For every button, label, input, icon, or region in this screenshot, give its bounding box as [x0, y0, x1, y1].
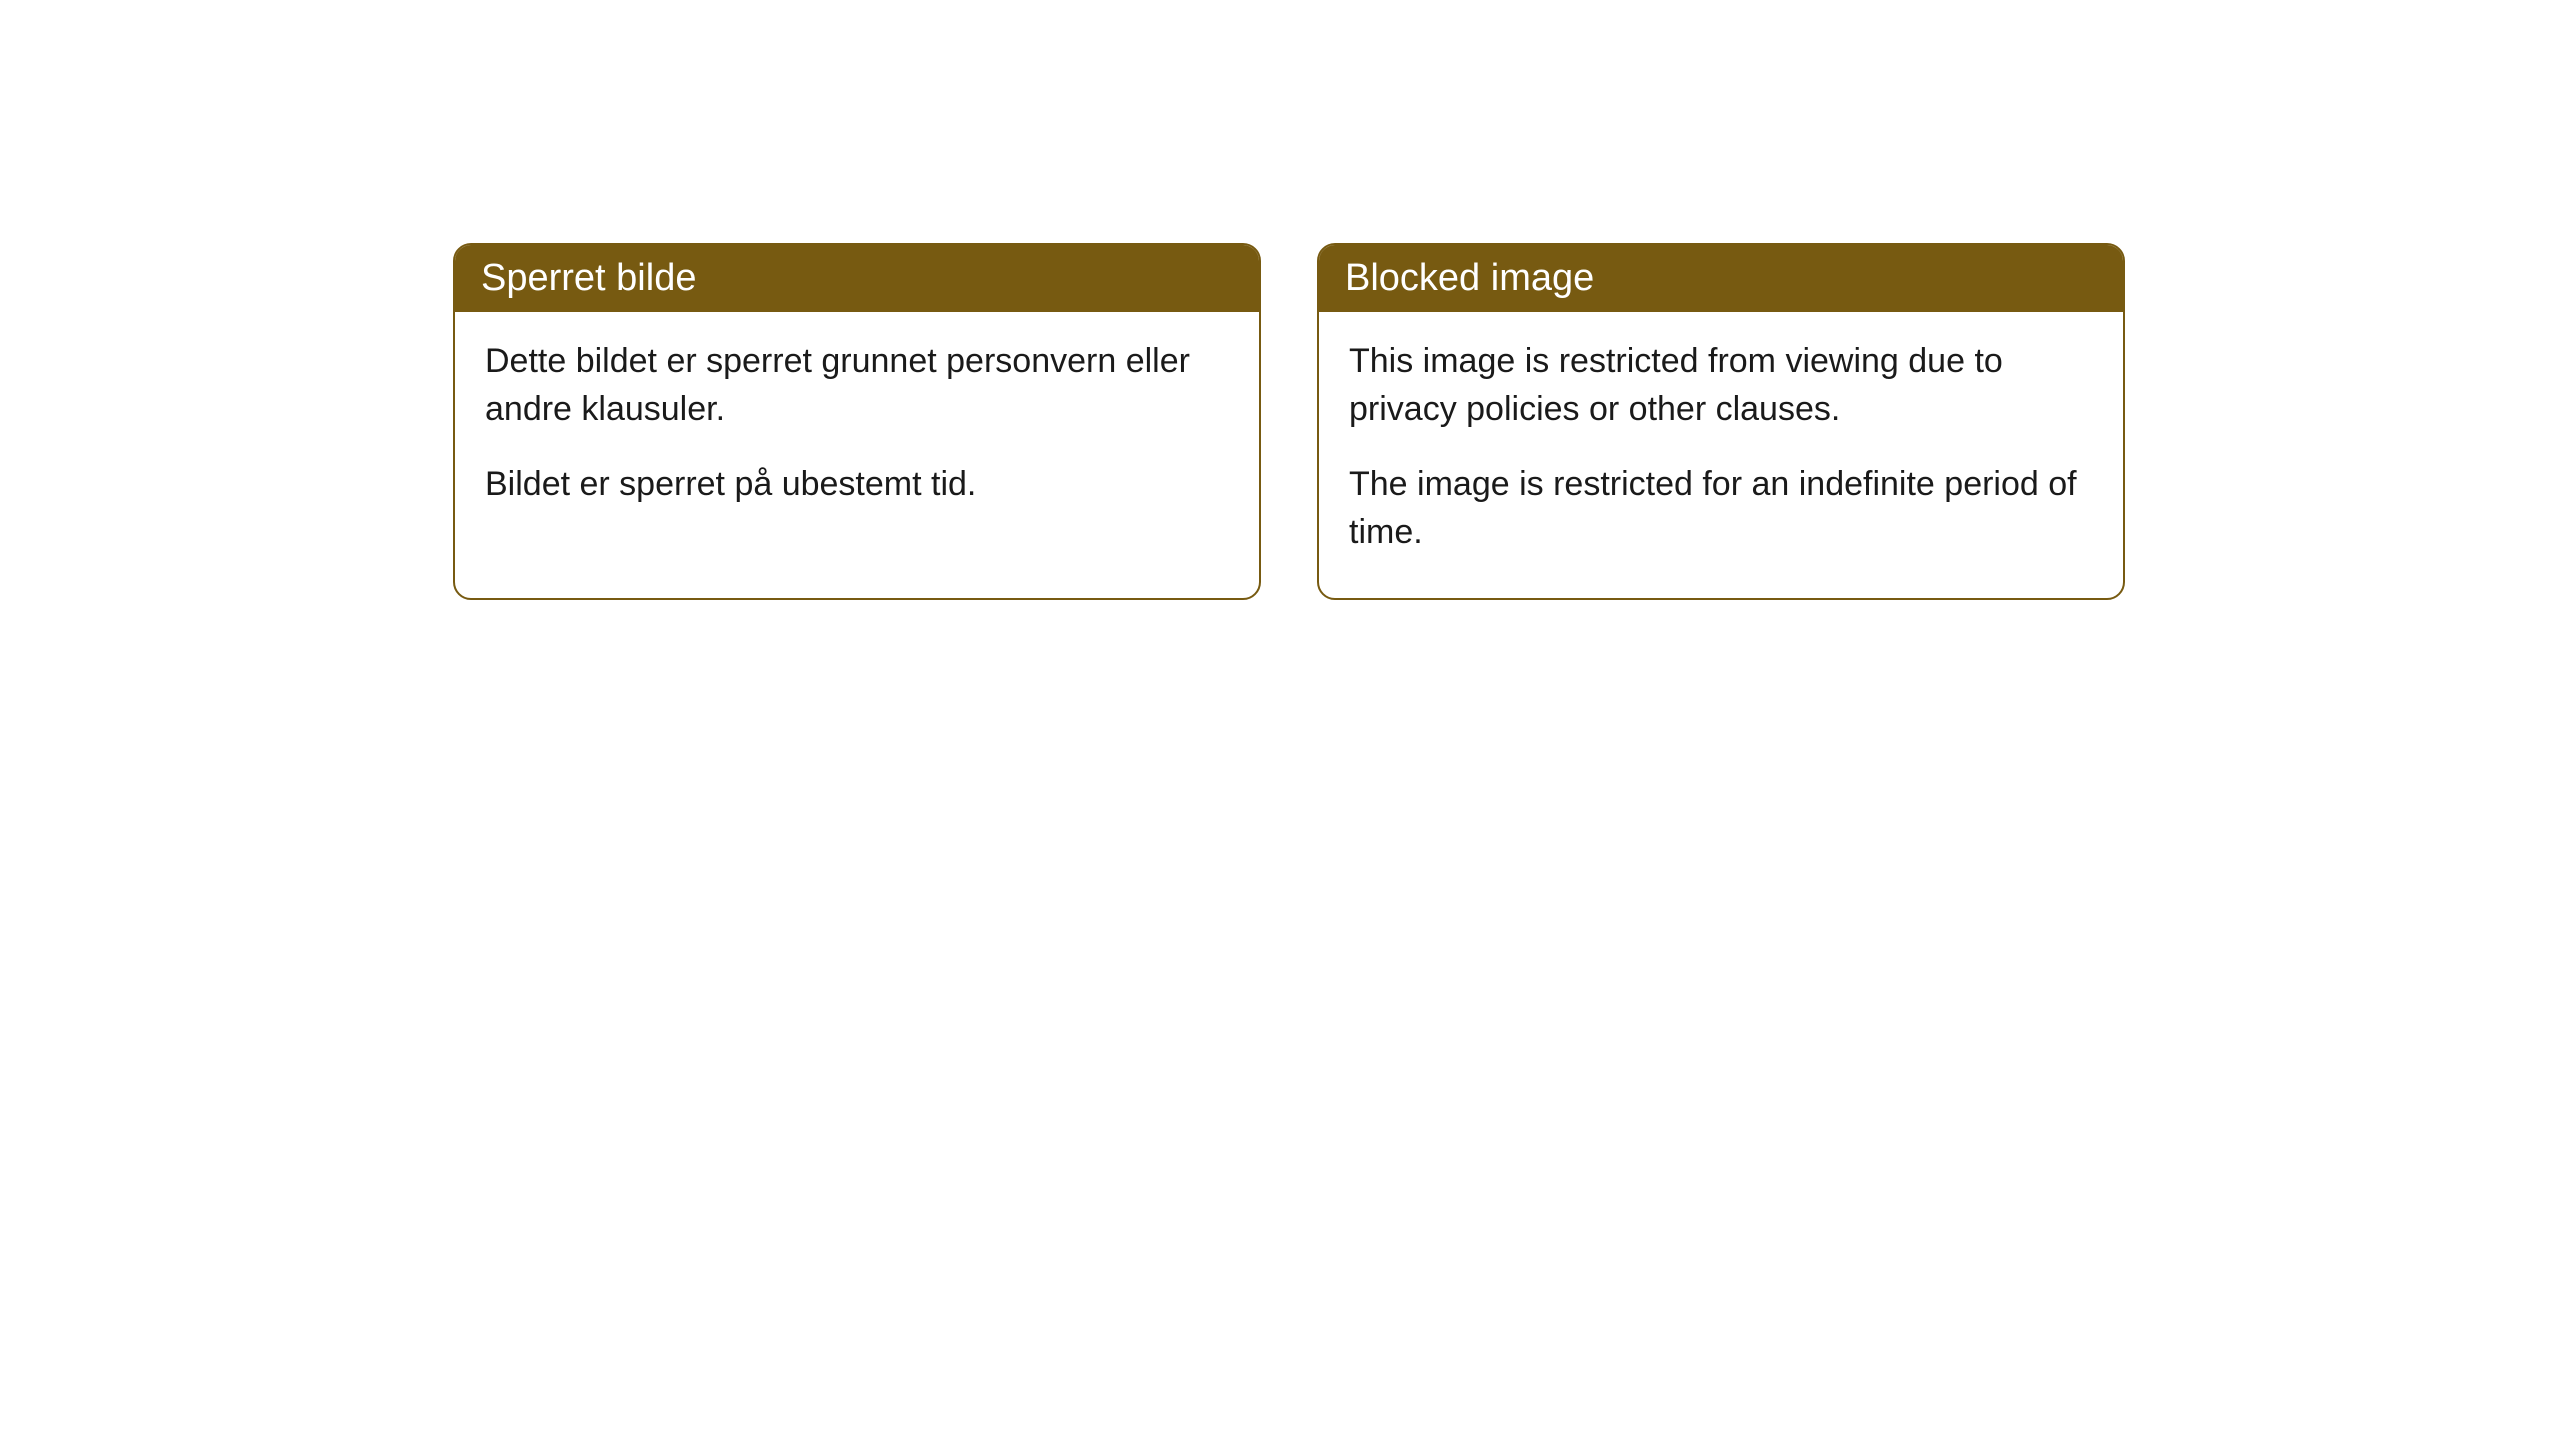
english-paragraph-2: The image is restricted for an indefinit…	[1349, 461, 2093, 556]
norwegian-notice-card: Sperret bilde Dette bildet er sperret gr…	[453, 243, 1261, 600]
english-card-body: This image is restricted from viewing du…	[1319, 312, 2123, 598]
notice-container: Sperret bilde Dette bildet er sperret gr…	[453, 243, 2125, 600]
norwegian-card-title: Sperret bilde	[455, 245, 1259, 312]
english-notice-card: Blocked image This image is restricted f…	[1317, 243, 2125, 600]
english-paragraph-1: This image is restricted from viewing du…	[1349, 338, 2093, 433]
norwegian-paragraph-2: Bildet er sperret på ubestemt tid.	[485, 461, 1229, 509]
norwegian-card-body: Dette bildet er sperret grunnet personve…	[455, 312, 1259, 551]
english-card-title: Blocked image	[1319, 245, 2123, 312]
norwegian-paragraph-1: Dette bildet er sperret grunnet personve…	[485, 338, 1229, 433]
